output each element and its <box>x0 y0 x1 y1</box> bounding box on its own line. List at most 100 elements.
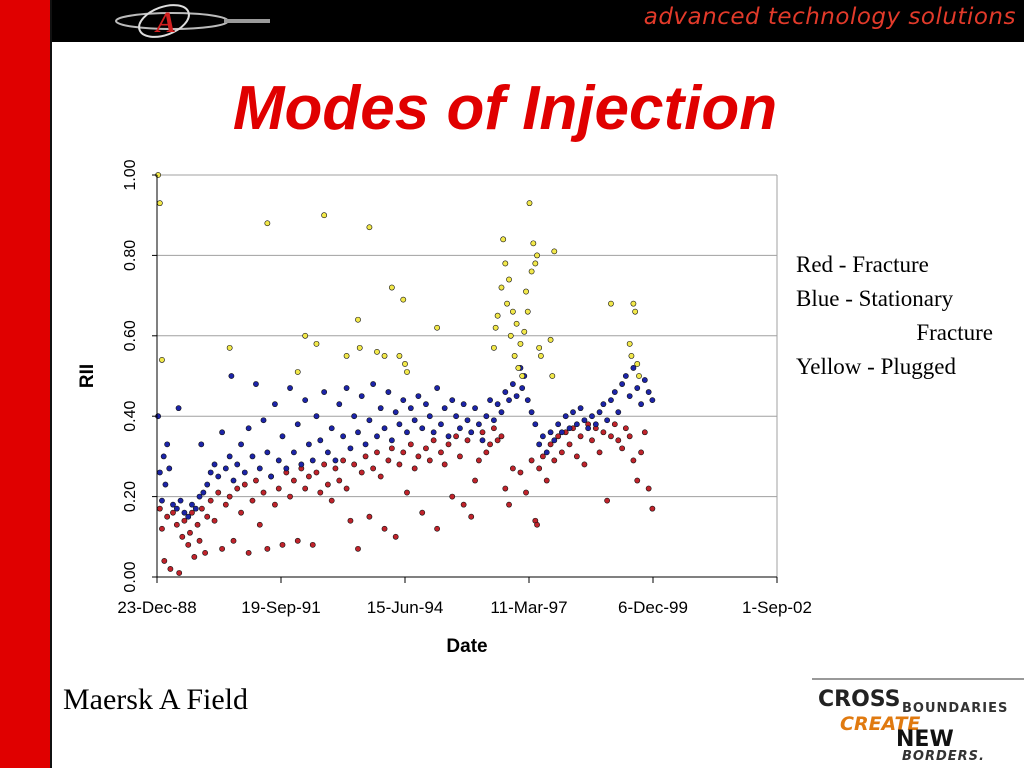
stamp-line-new: NEW <box>896 727 954 752</box>
data-point-fracture <box>547 441 554 448</box>
data-point-stationary <box>519 385 526 391</box>
data-point-plugged <box>294 369 301 375</box>
data-point-stationary <box>336 401 343 408</box>
data-point-fracture <box>211 517 218 524</box>
data-point-stationary <box>256 465 263 472</box>
data-point-stationary <box>275 457 282 464</box>
data-point-fracture <box>464 437 471 444</box>
data-point-fracture <box>328 497 335 504</box>
data-point-stationary <box>434 385 441 391</box>
data-point-plugged <box>504 300 510 307</box>
data-point-stationary <box>305 441 312 448</box>
data-point-stationary <box>509 381 516 387</box>
data-point-stationary <box>453 413 459 420</box>
data-point-fracture <box>392 533 399 540</box>
data-point-plugged <box>374 348 380 355</box>
data-point-stationary <box>272 401 278 408</box>
data-point-fracture <box>566 441 573 448</box>
data-point-stationary <box>445 433 452 440</box>
data-point-fracture <box>396 461 403 468</box>
data-point-stationary <box>166 465 173 472</box>
data-point-plugged <box>156 200 163 207</box>
data-point-fracture <box>608 433 614 440</box>
data-point-stationary <box>400 397 407 404</box>
x-tick-label: 11-Mar-97 <box>490 598 567 617</box>
data-point-stationary <box>589 413 595 420</box>
data-point-fracture <box>241 481 248 488</box>
data-point-stationary <box>562 413 569 420</box>
data-point-fracture <box>202 549 209 556</box>
data-point-fracture <box>164 513 171 520</box>
data-point-fracture <box>600 429 607 436</box>
data-point-fracture <box>159 525 165 532</box>
header-bar: A advanced technology solutions <box>52 0 1024 42</box>
data-point-fracture <box>351 461 358 468</box>
data-point-stationary <box>170 501 176 508</box>
x-axis-title: Date <box>446 636 487 657</box>
data-point-fracture <box>460 501 467 508</box>
data-point-stationary <box>460 401 467 408</box>
data-point-stationary <box>479 437 486 444</box>
data-point-fracture <box>264 545 271 552</box>
data-point-stationary <box>222 465 229 472</box>
data-point-stationary <box>615 409 622 416</box>
legend-item-stationary-cont: Fracture <box>916 320 993 345</box>
data-point-stationary <box>487 397 493 404</box>
data-point-fracture <box>555 433 562 440</box>
data-point-plugged <box>507 332 514 339</box>
data-point-plugged <box>519 373 526 379</box>
data-point-stationary <box>175 405 182 412</box>
data-point-stationary <box>426 413 433 420</box>
data-point-fracture <box>487 441 493 448</box>
data-point-stationary <box>570 409 576 416</box>
data-point-fracture <box>176 570 183 576</box>
data-point-plugged <box>498 284 505 291</box>
data-point-plugged <box>396 352 403 359</box>
chart-axes <box>152 174 778 583</box>
data-point-plugged <box>159 357 165 363</box>
data-point-stationary <box>388 437 395 444</box>
data-point-fracture <box>343 485 350 492</box>
data-point-stationary <box>226 453 233 460</box>
data-point-stationary <box>230 477 237 484</box>
data-point-stationary <box>317 437 324 444</box>
data-point-fracture <box>204 513 211 520</box>
data-point-fracture <box>517 469 524 476</box>
data-point-fracture <box>641 429 648 436</box>
data-point-stationary <box>351 413 358 420</box>
data-point-fracture <box>622 425 629 432</box>
data-point-stationary <box>449 397 456 404</box>
data-point-stationary <box>219 429 225 436</box>
data-point-stationary <box>411 417 418 424</box>
data-point-stationary <box>324 449 331 456</box>
x-tick-label: 6-Dec-99 <box>618 598 688 617</box>
data-point-fracture <box>377 473 384 480</box>
data-point-plugged <box>506 276 512 283</box>
data-point-plugged <box>509 308 516 315</box>
data-point-stationary <box>215 473 222 480</box>
legend-item-fracture: Red - Fracture <box>796 252 929 277</box>
data-point-stationary <box>558 429 565 436</box>
data-point-fracture <box>355 545 361 552</box>
data-point-stationary <box>287 385 293 391</box>
data-point-fracture <box>438 449 444 456</box>
data-point-stationary <box>472 405 478 412</box>
data-point-plugged <box>264 220 271 227</box>
data-point-plugged <box>517 340 524 347</box>
data-point-stationary <box>468 429 475 436</box>
data-point-stationary <box>260 417 267 424</box>
data-point-fracture <box>502 485 509 492</box>
data-point-stationary <box>543 449 550 456</box>
side-divider <box>50 0 52 768</box>
stamp-line-boundaries: BOUNDARIES <box>902 701 1008 716</box>
data-point-fracture <box>179 533 186 540</box>
data-point-stationary <box>630 365 637 371</box>
data-point-fracture <box>290 477 297 484</box>
data-point-stationary <box>385 389 392 395</box>
data-point-fracture <box>449 493 456 500</box>
data-point-plugged <box>538 352 544 359</box>
data-point-stationary <box>551 437 558 444</box>
data-point-fracture <box>249 497 256 504</box>
data-point-fracture <box>219 545 225 552</box>
